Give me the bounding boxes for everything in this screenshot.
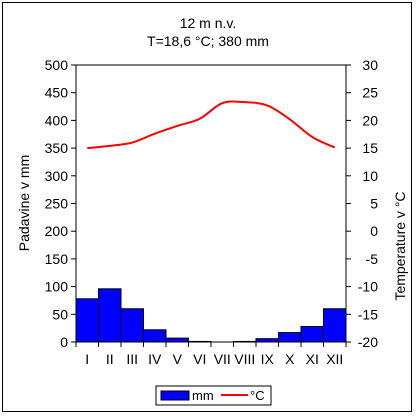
- x-tick-label: III: [126, 351, 138, 367]
- x-tick-label: IX: [261, 351, 275, 367]
- x-tick-label: X: [285, 351, 295, 367]
- bar-V: [165, 337, 189, 343]
- bar-IV: [143, 329, 167, 343]
- y2-axis-label: Temperature v °C: [392, 191, 408, 300]
- x-tick-label: I: [85, 351, 89, 367]
- y-tick-label: 500: [45, 57, 69, 73]
- y-tick-label: 400: [45, 112, 69, 128]
- chart-subtitle: T=18,6 °C; 380 mm: [147, 33, 269, 49]
- temperature-line: [87, 100, 336, 150]
- bar-XII: [323, 308, 347, 343]
- y-tick-label: 450: [45, 85, 69, 101]
- y-tick-label: 0: [60, 334, 68, 350]
- x-tick-label: VI: [193, 351, 206, 367]
- y2-tick-label: 0: [370, 223, 378, 239]
- bar-VIII: [233, 340, 257, 343]
- bar-VI: [188, 340, 212, 343]
- legend-label-precipitation: mm: [192, 388, 214, 403]
- y2-tick-label: -10: [358, 279, 378, 295]
- y2-tick-label: -5: [366, 251, 379, 267]
- y-tick-label: 250: [45, 196, 69, 212]
- x-tick-label: II: [106, 351, 114, 367]
- bar-II: [98, 288, 122, 343]
- x-tick-label: VII: [214, 351, 231, 367]
- legend: mm °C: [155, 385, 272, 406]
- x-tick-label: IV: [148, 351, 162, 367]
- legend-bar-swatch: [160, 390, 190, 401]
- y-tick-label: 150: [45, 251, 69, 267]
- y2-tick-label: 10: [362, 168, 378, 184]
- bar-IX: [255, 338, 279, 343]
- bar-X: [278, 332, 302, 343]
- y-axis-label: Padavine v mm: [16, 155, 32, 251]
- temperature-line-layer: [87, 100, 336, 150]
- bar-III: [120, 308, 144, 343]
- y-tick-label: 50: [52, 306, 68, 322]
- bar-I: [75, 298, 99, 343]
- y2-tick-label: 30: [362, 57, 378, 73]
- left-axis-ticks: 0 50 100 150 200 250 300 350 400 450 500: [45, 57, 76, 350]
- x-tick-label: XII: [326, 351, 343, 367]
- x-tick-label: XI: [306, 351, 319, 367]
- y-tick-label: 200: [45, 223, 69, 239]
- y2-tick-label: 5: [370, 196, 378, 212]
- legend-label-temperature: °C: [250, 388, 265, 403]
- y-tick-label: 300: [45, 168, 69, 184]
- chart-title: 12 m n.v.: [180, 15, 237, 31]
- right-axis-ticks: -20 -15 -10 -5 0 5 10 15 20 25 30: [346, 57, 378, 350]
- bar-XI: [300, 325, 324, 343]
- y-tick-label: 350: [45, 140, 69, 156]
- precipitation-bars: [75, 288, 347, 343]
- x-tick-label: VIII: [234, 351, 255, 367]
- y2-tick-label: 20: [362, 112, 378, 128]
- y2-tick-label: -20: [358, 334, 378, 350]
- x-tick-label: V: [173, 351, 183, 367]
- y2-tick-label: 25: [362, 85, 378, 101]
- y-tick-label: 100: [45, 279, 69, 295]
- y2-tick-label: 15: [362, 140, 378, 156]
- x-axis-ticks: I II III IV V VI VII VIII IX X XI XII: [75, 342, 347, 367]
- y2-tick-label: -15: [358, 306, 378, 322]
